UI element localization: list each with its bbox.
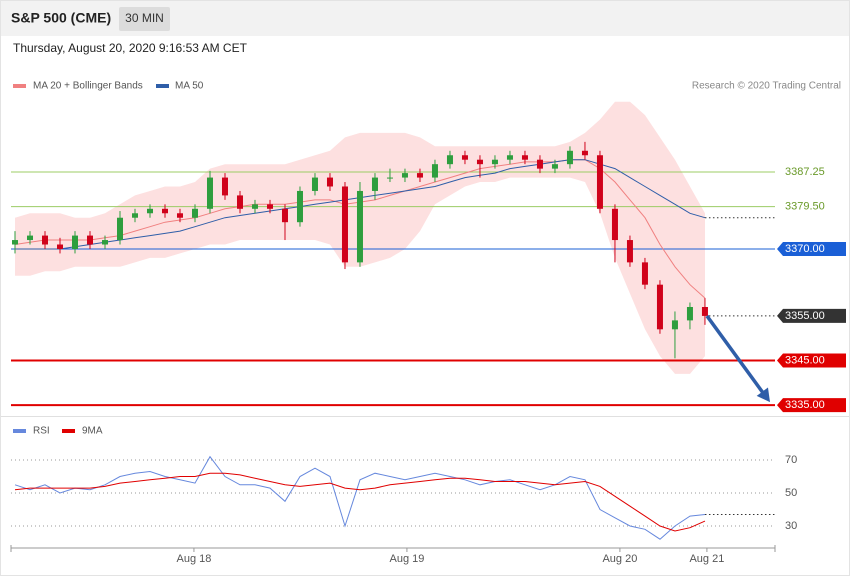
level-label: 3335.00 [785, 399, 825, 411]
level-label: 3379.50 [785, 200, 825, 212]
x-tick-label: Aug 19 [389, 553, 424, 565]
candle-body [161, 208, 168, 214]
candle-body [581, 150, 588, 156]
candle-body [86, 235, 93, 245]
candle-body [626, 240, 633, 263]
candle-body [566, 150, 573, 165]
instrument-title: S&P 500 (CME) [11, 10, 111, 26]
legend: MA 20 + Bollinger Bands MA 50 [13, 81, 204, 92]
candle-body [72, 235, 79, 249]
candle-body [27, 235, 34, 241]
candle-body [57, 244, 64, 249]
candle-body [551, 164, 558, 169]
y-tick-label: 50 [785, 487, 797, 499]
legend-swatch [13, 429, 26, 433]
level-box [777, 241, 846, 256]
level-label: 3387.25 [785, 166, 825, 178]
candle-body [371, 177, 378, 191]
legend: RSI 9MA [13, 426, 103, 437]
candle-body [536, 159, 543, 169]
legend-swatch [62, 429, 75, 433]
candle-body [611, 208, 618, 241]
candle-body [671, 320, 678, 330]
level-box [777, 353, 846, 368]
candle-body [146, 208, 153, 214]
candle-body [42, 235, 49, 245]
candle-body [416, 173, 423, 178]
candle-body [281, 208, 288, 223]
candle-body [221, 177, 228, 196]
level-box [777, 398, 846, 413]
candle-body [266, 204, 273, 209]
x-tick-label: Aug 21 [689, 553, 724, 565]
candle-body [206, 177, 213, 209]
candle-body [596, 155, 603, 209]
forecast-arrowhead [756, 387, 770, 403]
candle-body [656, 284, 663, 330]
credit: Research © 2020 Trading Central [692, 81, 841, 92]
y-tick-label: 70 [785, 454, 797, 466]
candle-body [191, 208, 198, 218]
y-tick-label: 30 [785, 520, 797, 532]
candle-body [701, 306, 708, 316]
legend-swatch [13, 84, 26, 88]
candle-body [12, 240, 19, 245]
candle-body [686, 306, 693, 321]
candle-body [311, 177, 318, 191]
x-tick-label: Aug 20 [602, 553, 637, 565]
interval: 30 MIN [125, 11, 164, 25]
candle-body [386, 177, 393, 179]
level-label: 3345.00 [785, 354, 825, 366]
candle-body [521, 155, 528, 160]
candle-body [401, 173, 408, 178]
forecast-arrow [705, 314, 766, 396]
level-label: 3355.00 [785, 310, 825, 322]
rsi-ma-line [14, 472, 706, 532]
candle-body [236, 195, 243, 209]
candle-body [101, 240, 108, 245]
legend-label: MA 50 [175, 81, 204, 92]
rsi-line [14, 455, 706, 540]
candle-body [641, 262, 648, 285]
candle-body [506, 155, 513, 160]
candle-body [446, 155, 453, 165]
candle-body [116, 217, 123, 241]
legend-label: 9MA [82, 426, 103, 437]
candle-body [131, 213, 138, 218]
candle-body [296, 190, 303, 223]
candle-body [461, 155, 468, 160]
candle-body [491, 159, 498, 165]
interval-badge [119, 7, 170, 31]
legend-label: RSI [33, 426, 50, 437]
candle-body [431, 164, 438, 178]
legend-swatch [156, 84, 169, 88]
candle-body [356, 190, 363, 263]
candle-body [251, 204, 258, 209]
candle-body [176, 213, 183, 218]
candle-body [476, 159, 483, 165]
level-label: 3370.00 [785, 243, 825, 255]
timestamp: Thursday, August 20, 2020 9:16:53 AM CET [13, 41, 248, 55]
level-box [777, 308, 846, 323]
candle-body [341, 186, 348, 263]
legend-label: MA 20 + Bollinger Bands [33, 81, 143, 92]
candle-body [326, 177, 333, 187]
x-tick-label: Aug 18 [177, 553, 212, 565]
